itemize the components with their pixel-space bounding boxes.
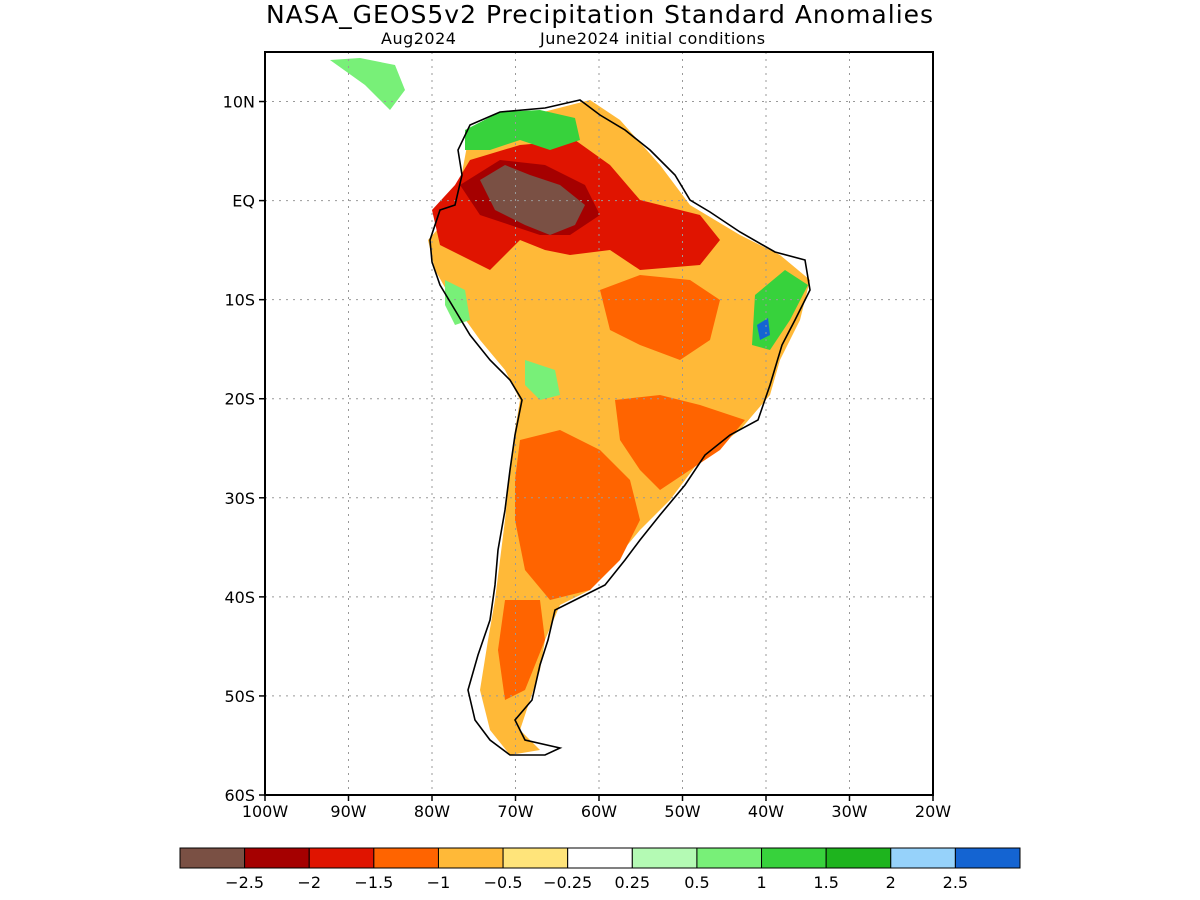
colorbar-label: 0.5 bbox=[684, 873, 709, 892]
colorbar-label: 2 bbox=[886, 873, 896, 892]
colorbar-swatch bbox=[825, 847, 892, 869]
map-subtitle-init: June2024 initial conditions bbox=[540, 29, 766, 48]
lat-tick-label: 10S bbox=[224, 291, 255, 310]
colorbar: −2.5 −2 −1.5 −1 −0.5 −0.25 0.25 0.5 1 1.5 2 2.5 bbox=[179, 847, 1021, 892]
map-title: NASA_GEOS5v2 Precipitation Standard Anom… bbox=[265, 0, 935, 29]
wet-peru bbox=[445, 280, 470, 325]
dry-central-brazil bbox=[600, 275, 720, 360]
wet-bolivia bbox=[525, 360, 560, 400]
map-subtitle-month: Aug2024 bbox=[381, 29, 457, 48]
colorbar-swatch bbox=[502, 847, 569, 869]
lon-tick-label: 80W bbox=[414, 802, 450, 821]
wet-central-america bbox=[330, 58, 405, 110]
lat-tick-label: 60S bbox=[224, 786, 255, 805]
colorbar-swatch bbox=[308, 847, 375, 869]
dry-argentina bbox=[515, 430, 640, 600]
wet-east-brazil-core bbox=[757, 318, 770, 340]
lat-tick-label: EQ bbox=[232, 192, 255, 211]
colorbar-swatch bbox=[179, 847, 246, 869]
colorbar-swatch bbox=[244, 847, 310, 869]
lon-tick-label: 60W bbox=[581, 802, 617, 821]
colorbar-swatch bbox=[890, 847, 956, 869]
wet-caribbean bbox=[465, 110, 580, 150]
colorbar-label: −0.5 bbox=[484, 873, 523, 892]
colorbar-label: −0.25 bbox=[543, 873, 592, 892]
lon-tick-label: 100W bbox=[242, 802, 289, 821]
colorbar-label: −1.5 bbox=[354, 873, 393, 892]
lat-tick-label: 10N bbox=[223, 93, 255, 112]
lat-tick-label: 50S bbox=[224, 687, 255, 706]
lon-tick-label: 40W bbox=[748, 802, 784, 821]
lat-tick-label: 30S bbox=[224, 489, 255, 508]
coastline bbox=[429, 99, 811, 756]
lat-tick-label: 20S bbox=[224, 390, 255, 409]
lon-tick-label: 30W bbox=[831, 802, 867, 821]
lon-tick-label: 70W bbox=[497, 802, 533, 821]
longitude-axis: 100W 90W 80W 70W 60W 50W 40W 30W 20W bbox=[242, 795, 951, 821]
colorbar-swatch bbox=[631, 847, 698, 869]
lat-tick-label: 40S bbox=[224, 588, 255, 607]
colorbar-swatch bbox=[696, 847, 763, 869]
colorbar-label: 2.5 bbox=[943, 873, 968, 892]
colorbar-swatch bbox=[954, 847, 1021, 869]
colorbar-swatch bbox=[437, 847, 504, 869]
anomaly-fields bbox=[330, 58, 810, 755]
colorbar-swatch bbox=[567, 847, 633, 869]
colorbar-label: −1 bbox=[427, 873, 451, 892]
lon-tick-label: 20W bbox=[915, 802, 951, 821]
colorbar-label: 1.5 bbox=[813, 873, 838, 892]
colorbar-label: −2 bbox=[297, 873, 321, 892]
colorbar-label: 1 bbox=[756, 873, 766, 892]
lon-tick-label: 50W bbox=[664, 802, 700, 821]
colorbar-label: −2.5 bbox=[225, 873, 264, 892]
colorbar-swatch bbox=[373, 847, 439, 869]
lon-tick-label: 90W bbox=[330, 802, 366, 821]
colorbar-swatch bbox=[761, 847, 827, 869]
dry-se-brazil bbox=[615, 395, 745, 490]
latitude-axis: 10N EQ 10S 20S 30S 40S 50S 60S bbox=[223, 93, 265, 805]
colorbar-label: 0.25 bbox=[614, 873, 650, 892]
drought-extreme-core bbox=[480, 165, 585, 235]
dry-patagonia bbox=[498, 600, 545, 700]
